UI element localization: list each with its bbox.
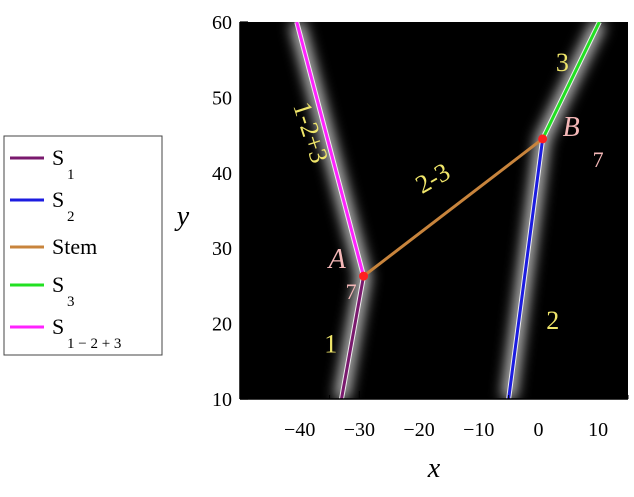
x-tick-label: −10 [463,419,494,441]
y-tick-label: 10 [212,389,232,411]
y-tick-label: 60 [212,12,232,34]
segment-label-3: 3 [556,48,569,77]
axes: −40 −30 −20 −10 0 10 10 20 30 40 50 60 [212,12,629,441]
x-tick-label: 0 [533,419,543,441]
point-label-a: A [327,244,347,275]
series-layer [295,22,601,399]
segment-label-4: 1 [324,329,337,358]
legend-label: S [52,272,64,297]
y-tick-label: 50 [212,87,232,109]
point-number-a: 7 [346,279,357,304]
x-tick-label: −20 [403,419,434,441]
point-b [538,134,548,144]
series-line-s-1 [340,275,366,399]
point-number-b: 7 [593,147,604,172]
series-line-stem [362,137,544,278]
series-line-s-1-2-3 [295,22,366,277]
x-axis-title: x [427,453,441,484]
legend-label: Stem [52,234,97,259]
y-tick-label: 20 [212,314,232,336]
y-axis-title: y [174,201,190,232]
x-tick-label: −40 [284,419,315,441]
legend-label: S [52,314,64,339]
legend-label: S [52,187,64,212]
x-tick-label: −30 [344,419,375,441]
x-tick-label: 10 [588,419,608,441]
y-tick-label: 40 [212,163,232,185]
legend-label: S [52,145,64,170]
legend-label-subscript: 2 [67,209,75,225]
series-line-s-2 [507,138,545,399]
point-a [359,271,369,281]
series-line-s-3 [541,22,601,140]
legend-label-subscript: 3 [67,294,75,310]
legend-label-subscript: 1 − 2 + 3 [67,336,121,352]
point-label-b: B [563,112,580,143]
y-tick-label: 30 [212,238,232,260]
legend-label-subscript: 1 [67,167,75,183]
segment-label-5: 2 [546,306,559,335]
